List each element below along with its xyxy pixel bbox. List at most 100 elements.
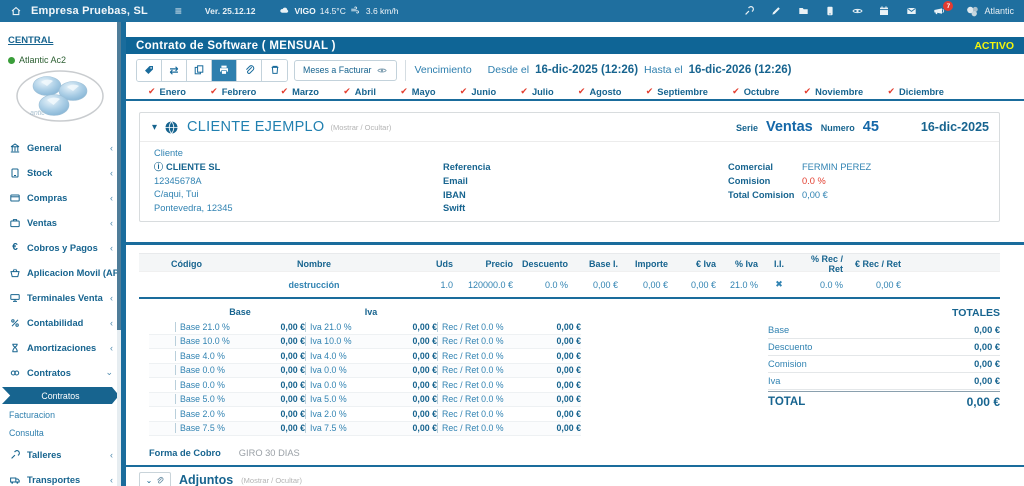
cross-icon[interactable]: ✖ <box>764 279 794 290</box>
sidebar-item-stock[interactable]: Stock ‹ <box>0 160 121 185</box>
month-label: Abril <box>355 87 376 97</box>
home-icon[interactable] <box>10 5 22 17</box>
month-checkbox[interactable]: ✔ Noviembre <box>804 86 864 97</box>
comision-value: 0.0 % <box>802 175 871 189</box>
mail-icon[interactable] <box>905 5 917 17</box>
totales-row-value: 0,00 € <box>974 359 1000 369</box>
brand: Atlantic <box>965 5 1014 18</box>
sidebar-item-cobros-pagos[interactable]: € Cobros y Pagos ‹ <box>0 235 121 260</box>
client-card-header[interactable]: ▾ CLIENTE EJEMPLO (Mostrar / Ocultar) Se… <box>140 113 999 142</box>
page-title: Contrato de Software ( MENSUAL ) <box>136 40 336 52</box>
sidebar-item-ventas[interactable]: Ventas ‹ <box>0 210 121 235</box>
attach-button[interactable] <box>237 60 262 81</box>
cell-prec: 0.0 % <box>794 280 849 290</box>
totales-row-value: 0,00 € <box>974 342 1000 352</box>
notification-badge: 7 <box>943 1 953 11</box>
month-checkbox[interactable]: ✔ Mayo <box>400 86 435 97</box>
iban-label: IBAN <box>443 189 491 203</box>
cell-uds: 1.0 <box>394 280 459 290</box>
status-badge: ACTIVO <box>974 40 1014 52</box>
sidebar-item-talleres[interactable]: Talleres ‹ <box>0 442 121 467</box>
globe-icon <box>164 120 179 135</box>
submenu-item-consulta[interactable]: Consulta <box>0 424 121 442</box>
total-label: TOTAL <box>768 396 805 408</box>
rec-ret-value: 0,00 € <box>537 394 581 404</box>
calendar-icon[interactable] <box>878 5 890 17</box>
company-name: Empresa Pruebas, SL <box>31 5 148 17</box>
sidebar-item-amortizaciones[interactable]: Amortizaciones ‹ <box>0 335 121 360</box>
forma-de-cobro-value[interactable]: GIRO 30 DIAS <box>239 448 300 458</box>
brand-name: Atlantic <box>984 6 1014 16</box>
wrench-icon <box>9 449 21 461</box>
totales-row-label: Iva <box>768 376 780 386</box>
copy-button[interactable] <box>187 60 212 81</box>
eye-icon[interactable] <box>851 5 863 17</box>
rec-ret-label: Rec / Ret 0.0 % <box>437 423 537 433</box>
account-name: Atlantic Ac2 <box>19 55 66 65</box>
month-label: Julio <box>532 87 554 97</box>
client-name[interactable]: ⓘCLIENTE SL <box>154 161 233 175</box>
sidebar-item-contratos[interactable]: Contratos ⌄ <box>0 360 121 385</box>
megaphone-icon[interactable]: 7 <box>932 5 944 17</box>
sidebar-item-transportes[interactable]: Transportes ‹ <box>0 467 121 486</box>
collapse-caret-icon: ▾ <box>152 122 157 133</box>
document-meta: Serie Ventas Numero 45 16-dic-2025 <box>736 119 989 135</box>
swap-button[interactable]: ⇄ <box>162 60 187 81</box>
month-checkbox[interactable]: ✔ Abril <box>343 86 376 97</box>
month-checkbox[interactable]: ✔ Enero <box>148 86 186 97</box>
sidebar-item-terminales-venta[interactable]: Terminales Venta ‹ <box>0 285 121 310</box>
main-content: Contrato de Software ( MENSUAL ) ACTIVO … <box>126 22 1024 486</box>
cell-eiva: 0,00 € <box>674 280 722 290</box>
adjuntos-collapse-button[interactable]: ⌄ <box>139 472 171 486</box>
wrench-icon[interactable] <box>743 5 755 17</box>
pen-icon[interactable] <box>770 5 782 17</box>
meses-a-facturar-button[interactable]: Meses a Facturar <box>294 60 397 81</box>
paperclip-icon <box>243 64 255 76</box>
tag-button[interactable] <box>137 60 162 81</box>
wind-icon <box>350 5 362 17</box>
month-checkbox[interactable]: ✔ Julio <box>520 86 553 97</box>
folder-icon[interactable] <box>797 5 809 17</box>
base-value: 0,00 € <box>261 394 305 404</box>
sidebar-item-aplicacion-movil[interactable]: Aplicacion Movil (APP) ‹ <box>0 260 121 285</box>
central-link[interactable]: CENTRAL <box>8 35 53 46</box>
svg-text:antic: antic <box>30 110 45 117</box>
total-row: TOTAL 0,00 € <box>768 391 1000 411</box>
month-checkbox[interactable]: ✔ Octubre <box>732 86 779 97</box>
month-checkbox[interactable]: ✔ Junio <box>460 86 496 97</box>
tax-breakdown-grid: Base Iva Base 21.0 % 0,00 € Iva 21.0 % 0… <box>149 307 581 436</box>
sidebar-item-compras[interactable]: Compras ‹ <box>0 185 121 210</box>
info-icon: ⓘ <box>154 162 163 172</box>
payment-method: Forma de Cobro GIRO 30 DIAS <box>149 448 1024 458</box>
submenu-item-contratos-active[interactable]: Contratos <box>2 387 119 404</box>
print-button[interactable] <box>212 60 237 81</box>
table-row[interactable]: destrucción 1.0 120000.0 € 0.0 % 0,00 € … <box>139 271 1000 297</box>
desde-value: 16-dic-2025 (12:26) <box>535 64 638 76</box>
delete-button[interactable] <box>262 60 287 81</box>
month-checkbox[interactable]: ✔ Agosto <box>578 86 622 97</box>
chevron-icon: ‹ <box>110 243 113 253</box>
month-checkbox[interactable]: ✔ Febrero <box>210 86 256 97</box>
month-checkbox[interactable]: ✔ Marzo <box>281 86 319 97</box>
totales-row-label: Base <box>768 325 789 335</box>
toolbar-button-group: ⇄ <box>136 59 288 82</box>
sidebar-item-general[interactable]: General ‹ <box>0 135 121 160</box>
cell-erec: 0,00 € <box>849 280 907 290</box>
submenu-item-facturacion[interactable]: Facturacion <box>0 406 121 424</box>
month-checkbox[interactable]: ✔ Diciembre <box>887 86 944 97</box>
rec-ret-value: 0,00 € <box>537 423 581 433</box>
status-dot-icon <box>8 57 15 64</box>
menu-toggle-icon[interactable]: ≡ <box>175 4 182 18</box>
month-checkbox[interactable]: ✔ Septiembre <box>646 86 708 97</box>
total-comision-label: Total Comision <box>728 189 802 203</box>
month-label: Septiembre <box>657 87 708 97</box>
page-header: Contrato de Software ( MENSUAL ) ACTIVO <box>126 37 1024 54</box>
tablet-icon[interactable] <box>824 5 836 17</box>
rec-ret-value: 0,00 € <box>537 409 581 419</box>
rec-ret-value: 0,00 € <box>537 322 581 332</box>
topbar: Empresa Pruebas, SL ≡ Ver. 25.12.12 VIGO… <box>0 0 1024 22</box>
sidebar-item-contabilidad[interactable]: Contabilidad ‹ <box>0 310 121 335</box>
referencia-label: Referencia <box>443 161 491 175</box>
month-label: Junio <box>471 87 496 97</box>
client-section-title: CLIENTE EJEMPLO <box>187 119 324 135</box>
